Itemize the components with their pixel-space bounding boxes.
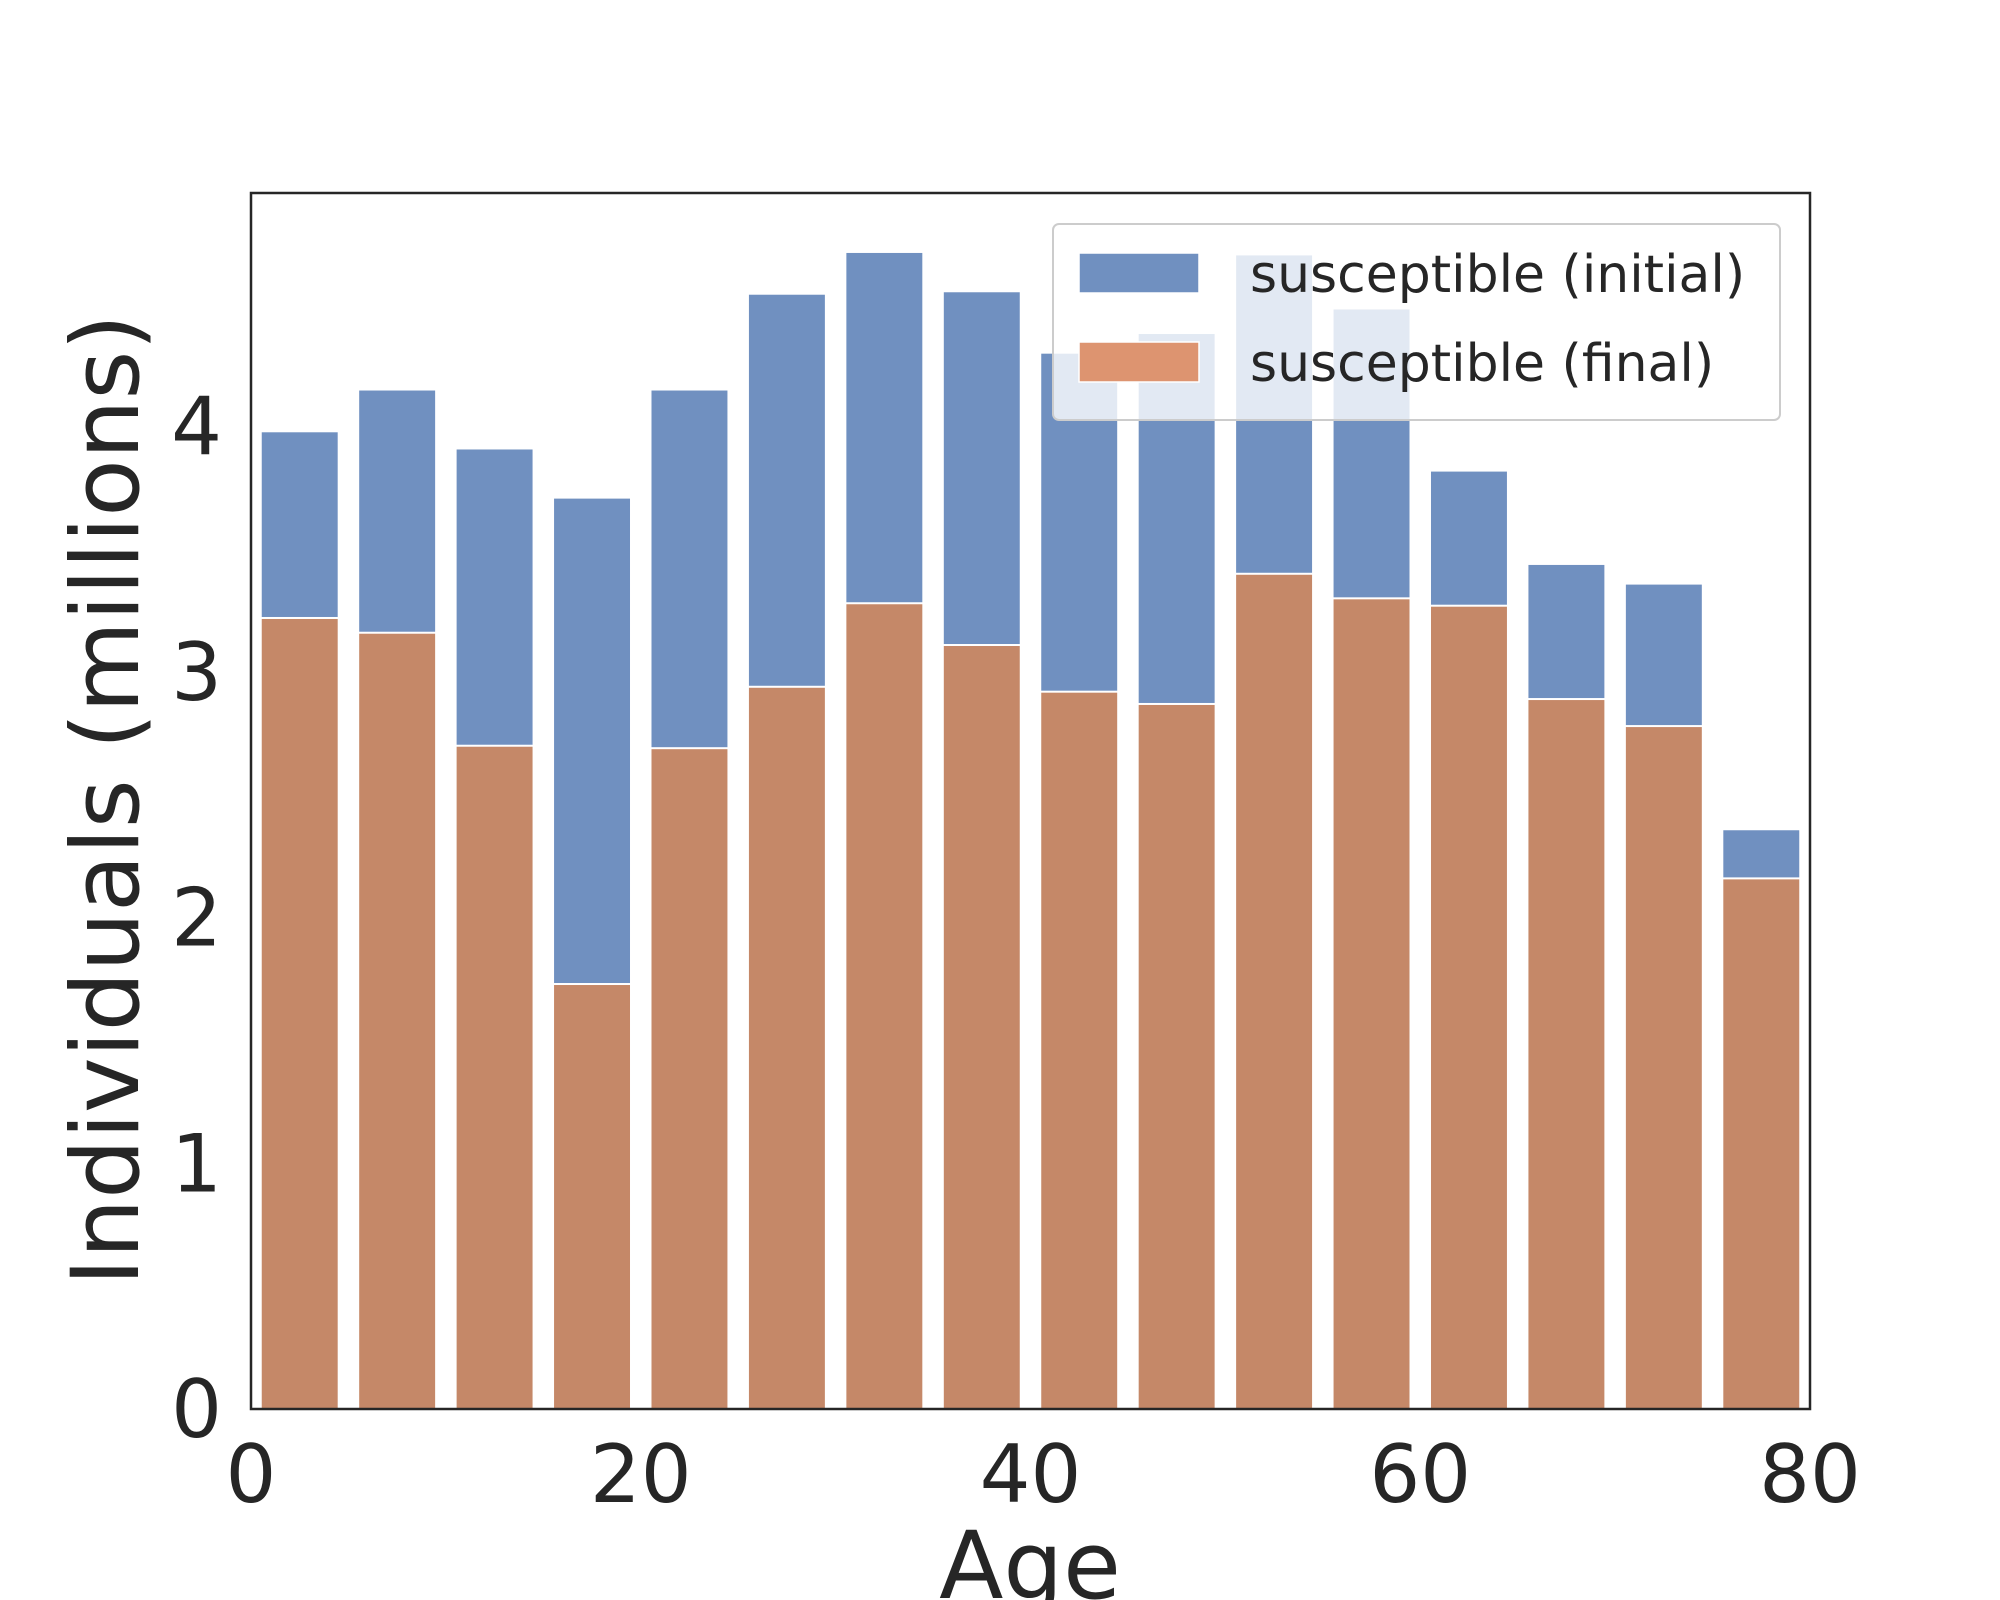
y-tick-label: 2 <box>171 872 222 965</box>
y-tick-label: 1 <box>171 1117 222 1210</box>
plot-frame <box>249 191 1812 1411</box>
bar-final-9 <box>1136 702 1217 1410</box>
y-tick-label: 3 <box>171 626 222 719</box>
x-axis-label: Age <box>939 1512 1121 1600</box>
bar-final-4 <box>649 747 730 1410</box>
x-tick-label: 60 <box>1369 1428 1471 1521</box>
x-tick-label: 20 <box>590 1428 692 1521</box>
bar-final-12 <box>1428 604 1509 1410</box>
x-tick-label: 80 <box>1759 1428 1861 1521</box>
legend-label-final: susceptible (final) <box>1250 334 1714 394</box>
bar-final-5 <box>746 685 827 1410</box>
bar-final-7 <box>941 644 1022 1410</box>
legend-swatch-final <box>1078 341 1200 383</box>
y-tick-label: 0 <box>171 1363 222 1456</box>
legend: susceptible (initial) susceptible (final… <box>1052 223 1781 421</box>
bar-final-11 <box>1331 597 1412 1410</box>
bar-final-13 <box>1526 698 1607 1410</box>
x-axis-ticks: 0 20 40 60 80 <box>226 1428 1861 1521</box>
bar-final-1 <box>357 631 438 1410</box>
x-tick-label: 0 <box>226 1428 277 1521</box>
y-axis-ticks: 0 1 2 3 4 <box>171 380 222 1456</box>
bar-final-10 <box>1234 572 1315 1410</box>
legend-frame <box>1052 223 1781 421</box>
bar-final-14 <box>1623 725 1704 1410</box>
bars-final-series <box>259 572 1802 1411</box>
legend-swatch-initial <box>1078 252 1200 294</box>
legend-label-initial: susceptible (initial) <box>1250 245 1745 305</box>
bar-final-3 <box>552 983 633 1411</box>
y-axis-label: Individuals (millions) <box>52 314 161 1286</box>
bar-final-0 <box>259 616 340 1410</box>
bar-final-2 <box>454 744 535 1410</box>
y-tick-label: 4 <box>171 380 222 473</box>
bar-final-8 <box>1039 690 1120 1410</box>
bar-final-15 <box>1721 877 1802 1410</box>
x-tick-label: 40 <box>980 1428 1082 1521</box>
bar-final-6 <box>844 602 925 1410</box>
